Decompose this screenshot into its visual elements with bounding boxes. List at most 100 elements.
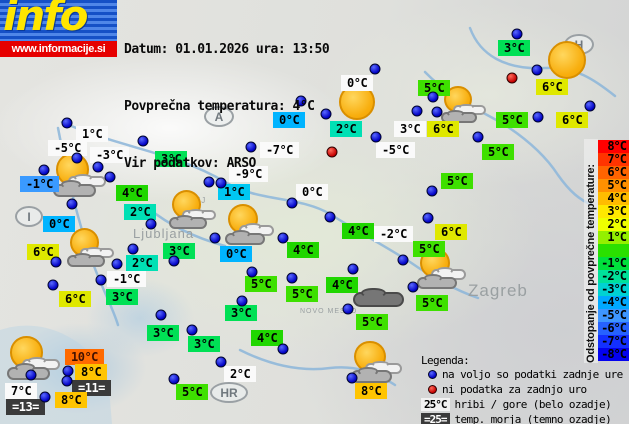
station-dot-blue	[50, 256, 62, 268]
station-dot-blue	[277, 232, 289, 244]
suncloud-icon	[350, 341, 404, 383]
station-dot-blue	[168, 373, 180, 385]
station-dot-blue	[369, 63, 381, 75]
station-dot-blue	[246, 266, 258, 278]
temp-label: 10°C	[65, 349, 104, 365]
station-dot-blue	[137, 135, 149, 147]
suncloud-icon	[416, 248, 468, 289]
scale-cell: -5°C	[598, 309, 629, 322]
temp-label: 6°C	[427, 121, 460, 137]
station-dot-blue	[511, 28, 523, 40]
station-dot-blue	[92, 161, 104, 173]
station-dot-blue	[203, 176, 215, 188]
station-dot-blue	[286, 272, 298, 284]
temp-label: 3°C	[225, 305, 258, 321]
scale-cell	[598, 244, 629, 257]
country-sign: HR	[210, 382, 248, 403]
station-dot-blue	[61, 375, 73, 387]
suncloud-icon	[52, 153, 108, 197]
header-date-line: Datum: 01.01.2026 ura: 13:50	[124, 42, 330, 57]
legend-item: ni podatka za zadnjo uro	[421, 382, 623, 397]
temp-label: 4°C	[326, 277, 359, 293]
gray-cloud	[67, 252, 105, 267]
station-dot-blue	[66, 198, 78, 210]
station-dot-blue	[104, 171, 116, 183]
station-dot-blue	[370, 131, 382, 143]
temp-label: 1°C	[76, 126, 109, 142]
station-dot-blue	[61, 117, 73, 129]
scale-cell: 7°C	[598, 153, 629, 166]
station-dot-blue	[245, 141, 257, 153]
station-dot-blue	[472, 131, 484, 143]
legend-item-text: hribi / gore (belo ozadje)	[454, 398, 612, 411]
logo[interactable]: info www.informacije.si	[0, 0, 117, 57]
scale-cell: 3°C	[598, 205, 629, 218]
station-dot-blue	[431, 106, 443, 118]
station-dot-blue	[168, 255, 180, 267]
scale-cell: -1°C	[598, 257, 629, 270]
temp-label: 6°C	[27, 244, 60, 260]
legend-chip: 25°C	[421, 398, 450, 411]
logo-brand-text: info	[3, 0, 88, 40]
cloud-icon	[350, 275, 408, 320]
station-dot-blue	[320, 108, 332, 120]
gray-cloud	[440, 109, 478, 123]
temp-label: 4°C	[287, 242, 320, 258]
deviation-color-scale: 8°C 7°C 6°C 5°C 4°C 3°C 2°C 1°C -1°C -2°C -3°C -4°C…	[598, 140, 629, 361]
temp-label: 3°C	[106, 289, 139, 305]
temp-label: -3°C	[90, 147, 129, 163]
station-dot-blue	[422, 212, 434, 224]
station-dot-blue	[111, 258, 123, 270]
temp-label: 6°C	[536, 79, 569, 95]
temp-label: 5°C	[441, 173, 474, 189]
station-dot-red	[326, 146, 338, 158]
country-sign: I	[15, 206, 43, 227]
station-dot-blue	[426, 185, 438, 197]
legend-item-text: ni podatka za zadnjo uro	[442, 383, 587, 396]
temp-label: -7°C	[260, 142, 299, 158]
temp-label: 4°C	[251, 330, 284, 346]
station-dot-blue	[95, 274, 107, 286]
station-dot-blue	[342, 303, 354, 315]
temp-label: 8°C	[55, 392, 88, 408]
temp-label: 3°C	[147, 325, 180, 341]
gray-cloud	[225, 229, 265, 245]
header-avg-temp-line: Povprečna temperatura: 4°C	[124, 99, 315, 114]
station-dot-blue	[155, 309, 167, 321]
temp-label: 5°C	[245, 276, 278, 292]
suncloud-icon	[168, 190, 218, 229]
gray-cloud	[169, 214, 207, 229]
temp-label: 0°C	[341, 75, 374, 91]
station-dot-blue	[411, 105, 423, 117]
scale-cell: -8°C	[598, 348, 629, 361]
temp-label: 3°C	[394, 121, 427, 137]
scale-cell: 6°C	[598, 166, 629, 179]
temp-label: 5°C	[356, 314, 389, 330]
suncloud-icon	[66, 228, 116, 267]
city-label: Zagreb	[468, 281, 528, 300]
station-dot-red	[506, 72, 518, 84]
temp-label: 5°C	[286, 286, 319, 302]
station-dot-blue	[39, 391, 51, 403]
temp-label: 6°C	[59, 291, 92, 307]
station-dot-blue	[47, 279, 59, 291]
city-label: Ljubljana	[133, 226, 195, 241]
temp-label: 2°C	[126, 255, 159, 271]
station-dot-blue	[397, 254, 409, 266]
station-dot-blue	[286, 197, 298, 209]
temp-label: -1°C	[107, 271, 146, 287]
temp-label: -1°C	[20, 176, 59, 192]
logo-url-link[interactable]: www.informacije.si	[0, 41, 117, 57]
station-dot-blue	[127, 243, 139, 255]
legend-item: 25°C hribi / gore (belo ozadje)	[421, 397, 623, 412]
temp-label: 3°C	[498, 40, 531, 56]
temp-label: 6°C	[435, 224, 468, 240]
legend-title: Legenda:	[421, 354, 470, 367]
temp-label: 4°C	[116, 185, 149, 201]
legend: Legenda: na voljo so podatki zadnje ure n…	[421, 354, 623, 424]
gray-cloud	[417, 273, 457, 289]
station-dot-blue	[346, 372, 358, 384]
temp-label: 7°C	[5, 383, 38, 399]
red-dot-icon	[428, 385, 437, 394]
